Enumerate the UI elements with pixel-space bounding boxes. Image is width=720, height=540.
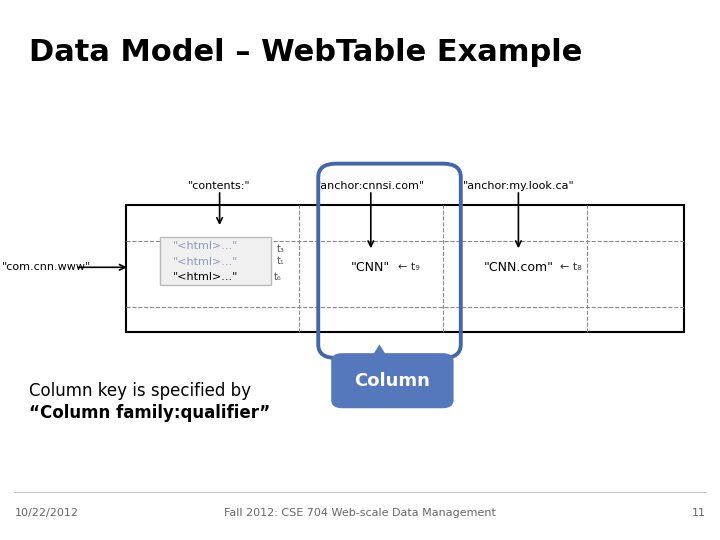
- Text: Column key is specified by: Column key is specified by: [29, 382, 251, 401]
- Text: Column: Column: [354, 372, 431, 390]
- Text: Fall 2012: CSE 704 Web-scale Data Management: Fall 2012: CSE 704 Web-scale Data Manage…: [224, 508, 496, 518]
- Text: "<html>...": "<html>...": [173, 257, 238, 267]
- Text: Data Model – WebTable Example: Data Model – WebTable Example: [29, 38, 582, 67]
- Text: "anchor:cnnsi.com": "anchor:cnnsi.com": [316, 181, 426, 191]
- Text: ← t₈: ← t₈: [560, 262, 582, 272]
- Text: ← t₉: ← t₉: [398, 262, 420, 272]
- Text: "<html>...": "<html>...": [173, 272, 238, 282]
- FancyBboxPatch shape: [331, 353, 454, 408]
- Text: “Column family:qualifier”: “Column family:qualifier”: [29, 404, 270, 422]
- Bar: [160, 237, 271, 285]
- Text: 10/22/2012: 10/22/2012: [14, 508, 78, 518]
- FancyBboxPatch shape: [126, 205, 684, 332]
- Polygon shape: [365, 345, 394, 367]
- Text: "<html>...": "<html>...": [173, 241, 238, 251]
- Text: t₁: t₁: [277, 256, 284, 266]
- Text: "anchor:my.look.ca": "anchor:my.look.ca": [462, 181, 575, 191]
- Text: "CNN.com": "CNN.com": [483, 261, 554, 274]
- Text: "contents:": "contents:": [189, 181, 251, 191]
- Text: "CNN": "CNN": [351, 261, 390, 274]
- Text: 11: 11: [692, 508, 706, 518]
- Text: t₆: t₆: [274, 272, 281, 282]
- Text: "com.cnn.www": "com.cnn.www": [2, 262, 91, 272]
- Text: t₃: t₃: [277, 245, 284, 254]
